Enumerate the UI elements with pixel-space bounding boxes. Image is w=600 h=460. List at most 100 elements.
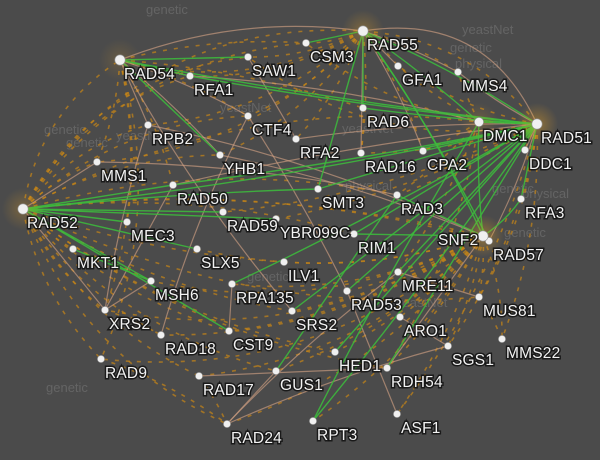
edge-RAD51-RAD3 — [396, 123, 538, 196]
node-MMS1[interactable] — [93, 158, 101, 166]
node-RPB2[interactable] — [144, 121, 152, 129]
node-RAD3[interactable] — [393, 191, 401, 199]
node-label-MMS4: MMS4 — [462, 78, 508, 95]
node-MSH6[interactable] — [147, 277, 155, 285]
node-label-SLX5: SLX5 — [201, 255, 240, 272]
node-label-RAD18: RAD18 — [165, 341, 216, 358]
node-RAD24[interactable] — [223, 420, 231, 428]
node-MMS22[interactable] — [498, 335, 506, 343]
edge-RPT3-DMC1 — [312, 121, 480, 422]
edge-RAD54-RAD55 — [119, 25, 364, 61]
edge-DMC1-RDH54 — [386, 121, 480, 369]
edge-DMC1-GFA1 — [397, 65, 480, 123]
edge-RAD54-XRS2 — [104, 59, 132, 311]
edge-MSH6-MKT1 — [72, 248, 152, 282]
node-GUS1[interactable] — [272, 367, 280, 375]
node-label-CTF4: CTF4 — [252, 122, 292, 139]
node-RDH54[interactable] — [383, 364, 391, 372]
node-RAD59[interactable] — [219, 208, 227, 216]
node-CST9[interactable] — [225, 327, 233, 335]
watermark: genetic — [146, 2, 188, 17]
node-XRS2[interactable] — [101, 306, 109, 314]
node-label-RAD3: RAD3 — [401, 201, 443, 218]
node-RFA3[interactable] — [517, 195, 525, 203]
node-label-DMC1: DMC1 — [483, 128, 528, 145]
node-YBR099C[interactable] — [272, 215, 280, 223]
node-CSM3[interactable] — [302, 39, 310, 47]
node-label-RIM1: RIM1 — [358, 240, 396, 257]
node-RAD18[interactable] — [157, 331, 165, 339]
node-MEC3[interactable] — [123, 218, 131, 226]
node-RAD51[interactable] — [531, 118, 543, 130]
node-DMC1[interactable] — [474, 117, 484, 127]
node-RFA2[interactable] — [292, 135, 300, 143]
node-CPA2[interactable] — [419, 147, 427, 155]
edge-RAD52-YBR099C — [22, 208, 277, 220]
node-SAW1[interactable] — [244, 53, 252, 61]
node-label-MRE11: MRE11 — [402, 278, 454, 295]
glow-layer — [1, 9, 559, 258]
edge-XRS2-MSH6 — [104, 280, 152, 311]
edge-layer — [22, 25, 539, 425]
node-label-RDH54: RDH54 — [391, 374, 443, 391]
edge-RAD51-SAW1 — [247, 56, 538, 132]
node-label-RAD54: RAD54 — [124, 66, 175, 83]
edge-RAD52-SMT3 — [22, 188, 319, 210]
node-MRE11[interactable] — [394, 268, 402, 276]
node-RAD17[interactable] — [195, 372, 203, 380]
node-RAD9[interactable] — [97, 355, 105, 363]
edge-MMS1-RAD3 — [96, 161, 398, 196]
node-SLX5[interactable] — [193, 245, 201, 253]
edge-SNF2-CST9 — [228, 235, 484, 332]
edge-RAD51-YBR099C — [275, 123, 538, 220]
node-DDC1[interactable] — [521, 146, 529, 154]
edge-RAD52-MKT1 — [22, 208, 74, 250]
node-RAD52[interactable] — [17, 203, 29, 215]
node-MMS4[interactable] — [454, 68, 462, 76]
edge-RAD51-SRS2 — [291, 123, 538, 312]
node-RAD53[interactable] — [343, 287, 351, 295]
node-CTF4[interactable] — [244, 112, 252, 120]
node-label-RAD59: RAD59 — [227, 218, 278, 235]
node-label-SRS2: SRS2 — [296, 317, 337, 334]
node-RPT3[interactable] — [309, 417, 317, 425]
node-label-GFA1: GFA1 — [402, 72, 442, 89]
node-ARO1[interactable] — [396, 313, 404, 321]
edge-SNF2-RPA135 — [231, 235, 484, 288]
node-ASF1[interactable] — [393, 410, 401, 418]
edge-CST9-RPA135 — [228, 283, 233, 332]
node-RPA135[interactable] — [228, 280, 236, 288]
node-SNF2[interactable] — [477, 230, 489, 242]
node-label-GUS1: GUS1 — [280, 377, 323, 394]
node-GFA1[interactable] — [394, 62, 402, 70]
node-label-RAD52: RAD52 — [27, 215, 78, 232]
node-RAD55[interactable] — [357, 25, 369, 37]
node-HED1[interactable] — [331, 348, 339, 356]
node-YHB1[interactable] — [216, 151, 224, 159]
edge-RAD54-RAD6 — [119, 59, 364, 109]
node-SGS1[interactable] — [444, 342, 452, 350]
node-RAD54[interactable] — [114, 54, 126, 66]
node-MUS81[interactable] — [475, 293, 483, 301]
node-RFA1[interactable] — [186, 72, 194, 80]
edge-RAD51-RAD52 — [22, 123, 538, 210]
edge-RAD55-RFA1 — [189, 30, 364, 78]
node-label-MMS1: MMS1 — [101, 168, 147, 185]
node-label-RAD53: RAD53 — [351, 297, 402, 314]
node-MKT1[interactable] — [69, 245, 77, 253]
node-SMT3[interactable] — [314, 185, 322, 193]
node-ILV1[interactable] — [280, 258, 288, 266]
node-RAD16[interactable] — [357, 149, 365, 157]
node-SRS2[interactable] — [288, 307, 296, 315]
edge-RAD51-RPT3 — [312, 123, 538, 422]
node-RAD6[interactable] — [359, 104, 367, 112]
node-label-RAD17: RAD17 — [203, 382, 254, 399]
node-label-SAW1: SAW1 — [252, 63, 296, 80]
edge-XRS2-RAD18 — [104, 309, 162, 336]
node-label-ARO1: ARO1 — [404, 323, 447, 340]
node-RIM1[interactable] — [350, 230, 358, 238]
node-label-CPA2: CPA2 — [427, 157, 467, 174]
node-RAD50[interactable] — [169, 181, 177, 189]
